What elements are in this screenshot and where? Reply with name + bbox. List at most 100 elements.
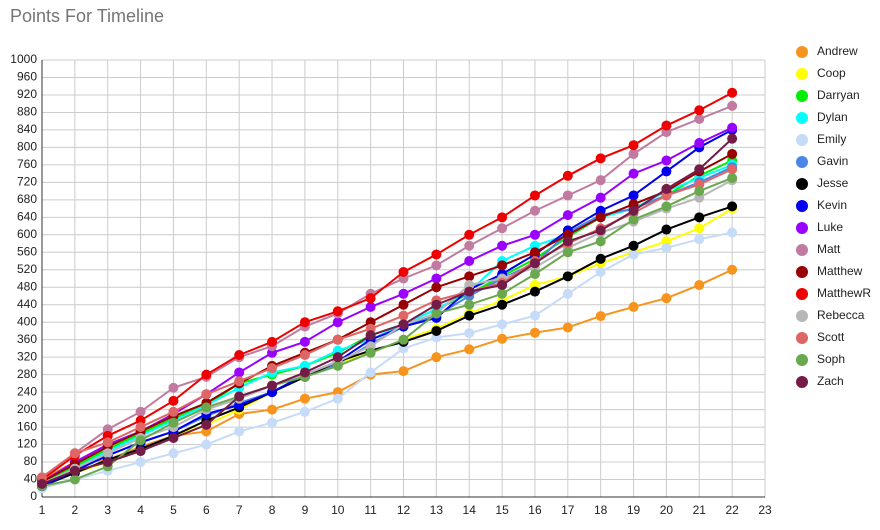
data-point [628,148,639,159]
legend-label: MatthewR [817,286,871,300]
legend-swatch [796,310,808,322]
x-tick-label: 17 [561,503,575,517]
x-tick-label: 13 [430,503,444,517]
data-point [168,417,179,428]
data-point [628,249,639,260]
data-point [694,223,705,234]
data-point [234,376,245,387]
data-point [431,308,442,319]
data-point [562,236,573,247]
data-point [398,319,409,330]
data-point [431,299,442,310]
legend-label: Soph [817,352,845,366]
data-point [431,352,442,363]
series-line [41,137,733,485]
y-tick-label: 840 [17,122,37,136]
x-tick-label: 16 [528,503,542,517]
data-point [464,286,475,297]
y-tick-label: 320 [17,349,37,363]
data-point [201,402,212,413]
data-point [168,448,179,459]
data-point [562,170,573,181]
y-tick-label: 120 [17,437,37,451]
data-point [694,186,705,197]
x-tick-label: 6 [203,503,210,517]
data-point [168,395,179,406]
data-point [102,448,113,459]
legend-label: Gavin [817,154,848,168]
data-point [529,247,540,258]
data-point [562,288,573,299]
legend-label: Jesse [817,176,849,190]
y-tick-label: 560 [17,244,37,258]
data-point [628,214,639,225]
data-point [135,406,146,417]
legend-swatch [796,68,808,80]
data-point [201,419,212,430]
y-tick-label: 480 [17,279,37,293]
data-point [529,190,540,201]
y-tick-label: 0 [30,489,37,503]
data-point [365,347,376,358]
data-point [431,325,442,336]
data-point [694,212,705,223]
data-point [299,367,310,378]
y-tick-label: 40 [24,472,38,486]
x-tick-label: 4 [137,503,144,517]
data-point [661,183,672,194]
data-point [661,242,672,253]
data-point [727,87,738,98]
data-point [398,266,409,277]
data-point [332,306,343,317]
legend-label: Darryan [817,88,860,102]
y-tick-label: 1000 [10,52,37,66]
legend-swatch [796,112,808,124]
y-tick-label: 200 [17,402,37,416]
data-point [69,474,80,485]
data-point [562,190,573,201]
data-point [267,404,278,415]
series-line [41,104,733,479]
y-tick-label: 640 [17,209,37,223]
legend-swatch [796,46,808,58]
data-point [661,224,672,235]
data-point [595,253,606,264]
data-point [694,234,705,245]
data-point [497,333,508,344]
series-line [41,129,733,487]
series-line [41,268,733,481]
data-point [234,349,245,360]
data-point [497,212,508,223]
data-point [464,271,475,282]
data-point [562,247,573,258]
data-point [464,229,475,240]
data-point [497,288,508,299]
legend-label: Scott [817,330,845,344]
x-tick-label: 18 [594,503,608,517]
data-point [529,269,540,280]
data-point [201,439,212,450]
legend-swatch [796,376,808,388]
data-point [332,360,343,371]
data-point [727,172,738,183]
data-point [37,478,47,489]
data-point [299,336,310,347]
data-point [595,225,606,236]
data-point [727,100,738,111]
data-point [497,280,508,291]
data-point [497,223,508,234]
legend-swatch [796,244,808,256]
legend-label: Matthew [817,264,863,278]
data-point [694,164,705,175]
data-point [168,382,179,393]
data-point [529,258,540,269]
data-point [727,122,738,133]
data-point [562,322,573,333]
x-tick-label: 11 [364,503,377,517]
legend-swatch [796,90,808,102]
data-point [398,334,409,345]
y-tick-label: 880 [17,105,37,119]
x-tick-label: 3 [104,503,111,517]
x-tick-label: 9 [302,503,309,517]
data-point [332,393,343,404]
